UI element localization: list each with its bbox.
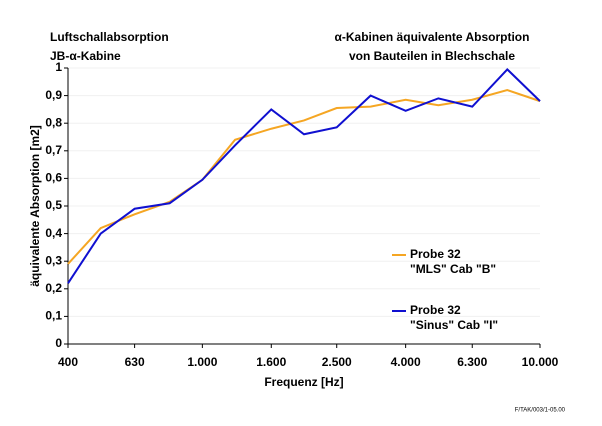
y-tick-label: 0,1 [45, 309, 62, 323]
x-tick-label: 4.000 [391, 355, 421, 369]
footnote: F/TAK/003/1-05.00 [515, 408, 566, 414]
y-tick-label: 0,8 [45, 115, 62, 129]
x-tick-label: 10.000 [522, 355, 559, 369]
legend-label: Probe 32 "MLS" Cab "B" [410, 247, 497, 276]
y-tick-label: 0,6 [45, 171, 62, 185]
title-left: JB-α-Kabine [50, 49, 121, 63]
legend-label: Probe 32 "Sinus" Cab "I" [410, 303, 499, 332]
y-tick-label: 0,3 [45, 253, 62, 267]
x-tick-label: 400 [58, 355, 78, 369]
title-right: α-Kabinen äquivalente Absorption [335, 30, 530, 44]
title-right: von Bauteilen in Blechschale [349, 49, 515, 63]
y-tick-label: 0,4 [45, 226, 62, 240]
y-tick-label: 0,9 [45, 88, 62, 102]
series-line [67, 67, 541, 284]
y-tick-label: 1 [55, 60, 62, 74]
x-tick-label: 630 [125, 355, 145, 369]
x-tick-label: 6.300 [457, 355, 487, 369]
y-tick-label: 0,5 [45, 198, 62, 212]
y-tick-label: 0 [55, 336, 62, 350]
y-tick-label: 0,7 [45, 143, 62, 157]
x-tick-label: 1.600 [256, 355, 286, 369]
x-tick-label: 1.000 [187, 355, 217, 369]
y-tick-label: 0,2 [45, 281, 62, 295]
title-left: Luftschallabsorption [50, 30, 169, 44]
x-tick-label: 2.500 [322, 355, 352, 369]
x-axis-label: Frequenz [Hz] [264, 375, 343, 389]
y-axis-label: äquivalente Absorption [m2] [28, 125, 42, 287]
series-line [67, 89, 541, 265]
